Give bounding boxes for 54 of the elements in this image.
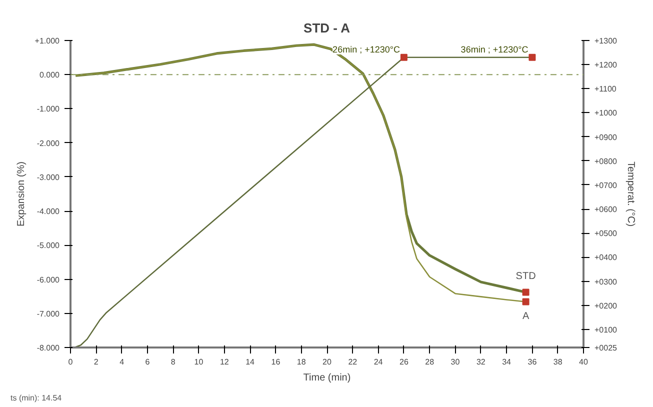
y2-tick-label: +1200 xyxy=(594,60,618,70)
text: ts (min): 14.54 xyxy=(10,394,62,402)
y-tick-label: -2.000 xyxy=(36,138,60,148)
y-tick-label: 0.000 xyxy=(39,70,60,80)
x-tick-label: 30 xyxy=(450,358,460,366)
x-axis-title: Time (min) xyxy=(303,372,351,384)
y-axis-title: Expansion (%) xyxy=(16,161,27,227)
y-tick-label: -3.000 xyxy=(36,172,60,182)
x-tick-label: 2 xyxy=(94,358,99,366)
y2-tick-label: +0800 xyxy=(594,156,618,166)
y2-tick-label: +0100 xyxy=(594,325,618,334)
x-tick-label: 32 xyxy=(476,358,486,366)
x-tick-label: 8 xyxy=(170,358,176,366)
x-tick-label: 38 xyxy=(553,358,563,366)
series-label: A xyxy=(522,310,530,322)
y2-tick-label: +0025 xyxy=(594,344,618,352)
y2-tick-label: +0200 xyxy=(594,301,618,310)
x-tick-label: 4 xyxy=(120,358,125,366)
x-tick-label: 22 xyxy=(348,358,358,366)
y-tick-label: -5.000 xyxy=(36,241,60,250)
series-label: STD xyxy=(516,271,536,282)
y2-tick-label: +1000 xyxy=(594,108,618,118)
y2-tick-label: +0700 xyxy=(594,180,618,190)
x-tick-label: 16 xyxy=(271,358,281,366)
y-tick-label: -6.000 xyxy=(36,275,60,284)
y2-tick-label: +0500 xyxy=(594,229,618,238)
x-tick-label: 40 xyxy=(579,358,588,366)
x-tick-label: 0 xyxy=(68,358,74,366)
y2-axis-title: Temperat. (°C) xyxy=(624,161,636,227)
y-tick-label: -1.000 xyxy=(36,104,60,114)
y-tick-label: +1.000 xyxy=(34,36,60,46)
x-tick-label: 24 xyxy=(374,358,384,366)
y2-tick-label: +0600 xyxy=(594,205,618,214)
y2-tick-label: +0900 xyxy=(594,132,618,142)
chart-title: STD - A xyxy=(304,20,351,36)
y-tick-label: -4.000 xyxy=(36,207,60,216)
y2-tick-label: +1300 xyxy=(594,36,618,46)
x-tick-label: 12 xyxy=(220,358,230,366)
y2-tick-label: +1100 xyxy=(594,84,617,94)
y2-tick-label: +0300 xyxy=(594,277,618,286)
x-tick-label: 36 xyxy=(528,358,538,366)
annotation: 36min ; +1230°C xyxy=(460,44,529,54)
x-tick-label: 14 xyxy=(246,358,256,366)
x-tick-label: 34 xyxy=(502,358,512,366)
y-tick-label: -8.000 xyxy=(36,344,60,352)
annotation: 26min ; +1230°C xyxy=(332,44,400,54)
x-tick-label: 26 xyxy=(400,358,409,366)
y-tick-label: -7.000 xyxy=(36,309,60,318)
x-tick-label: 18 xyxy=(296,358,306,366)
x-tick-label: 20 xyxy=(322,358,332,366)
y2-tick-label: +0400 xyxy=(594,253,618,262)
x-tick-label: 6 xyxy=(145,358,150,366)
x-tick-label: 10 xyxy=(194,358,204,366)
x-tick-label: 28 xyxy=(425,358,435,366)
